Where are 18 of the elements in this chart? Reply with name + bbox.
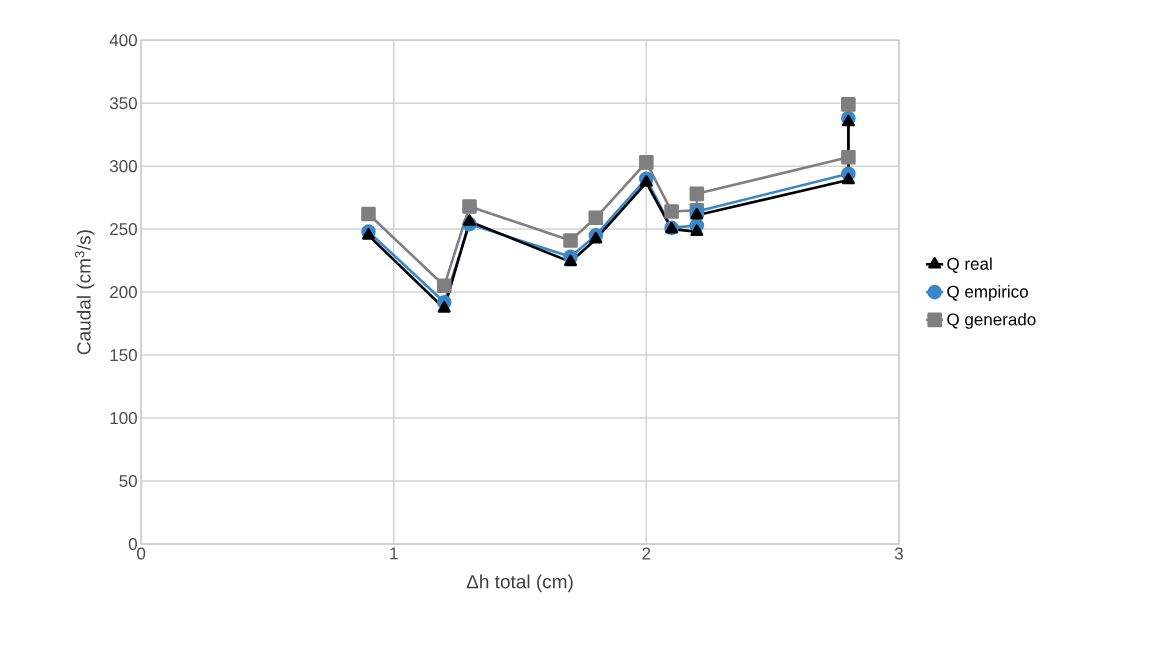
legend-label: Q real <box>947 257 992 273</box>
y-tick-label: 300 <box>109 160 137 173</box>
y-axis-title: Caudal (cm$^{3}$/s) <box>74 230 95 355</box>
legend-label: Q empirico <box>947 285 1028 301</box>
x-tick-label: 2 <box>642 547 651 560</box>
y-tick-label: 100 <box>110 411 137 424</box>
y-tick-label: 350 <box>109 97 137 110</box>
y-tick-label: 400 <box>109 34 137 47</box>
y-tick-label: 150 <box>110 348 137 362</box>
y-tick-label: 0 <box>128 537 137 550</box>
x-tick-label: 1 <box>390 547 398 560</box>
y-tick-label: 250 <box>110 223 137 236</box>
legend-label: Q generado <box>947 312 1036 329</box>
x-axis-title: Δh total (cm) <box>466 574 573 593</box>
x-tick-label: 0 <box>137 547 146 560</box>
x-tick-label: 3 <box>894 547 903 560</box>
y-tick-label: 50 <box>119 474 137 487</box>
y-tick-label: 200 <box>110 286 137 299</box>
